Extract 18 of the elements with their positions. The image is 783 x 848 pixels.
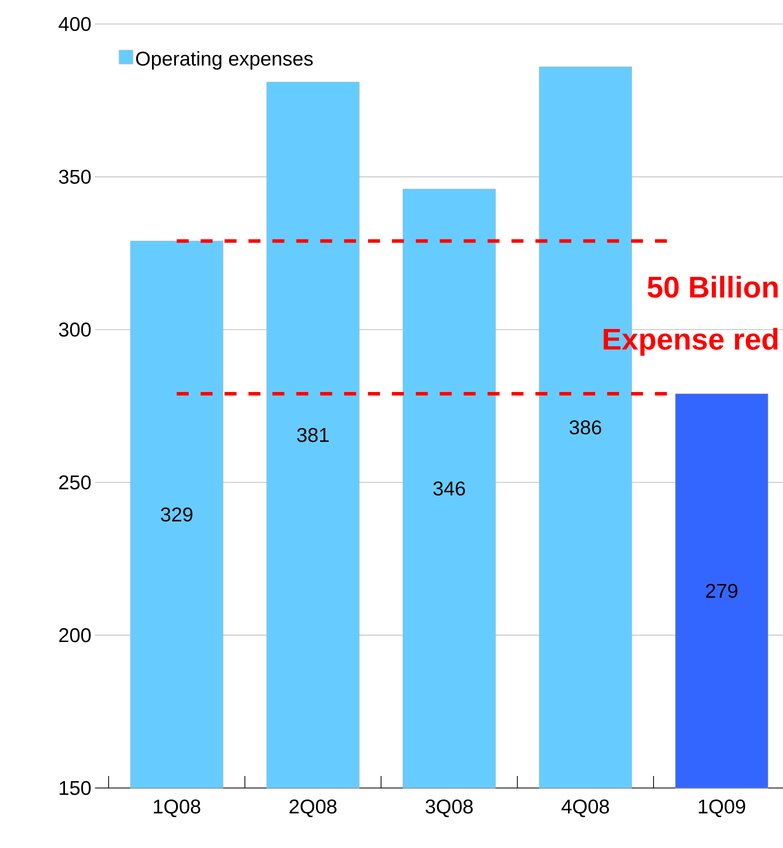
y-tick-label: 350 <box>59 170 91 184</box>
y-tick-label: 250 <box>59 475 91 490</box>
data-label: 279 <box>706 584 738 598</box>
x-tick-label: 4Q08 <box>562 799 609 818</box>
y-tick-label: 200 <box>59 628 91 642</box>
y-tick-label: 150 <box>60 780 91 796</box>
x-tick-label: 1Q09 <box>698 799 746 818</box>
data-label: 386 <box>570 420 602 434</box>
annotation: 50 Billion <box>648 276 778 298</box>
x-tick-label: 3Q08 <box>426 799 473 818</box>
x-tick-label: 2Q08 <box>290 799 336 818</box>
y-tick-label: 300 <box>59 322 91 337</box>
data-label: 381 <box>297 428 329 442</box>
legend-label: Operating expenses <box>136 51 313 70</box>
y-tick-label: 400 <box>58 16 91 32</box>
data-label: 329 <box>160 507 192 522</box>
data-label: 346 <box>433 481 465 496</box>
x-tick-label: 1Q08 <box>154 799 200 818</box>
